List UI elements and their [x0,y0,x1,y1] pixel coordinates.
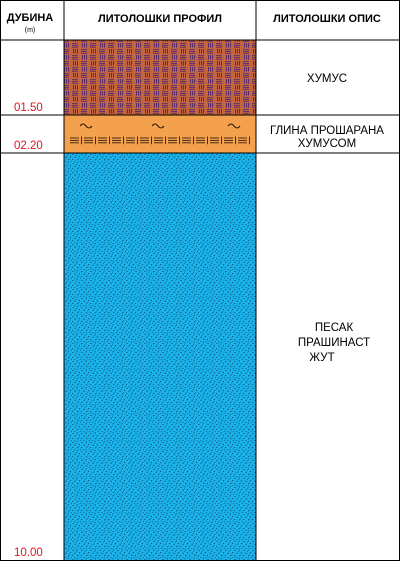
clay-dashes [70,136,250,145]
description-sand-line-1: ПЕСАК [315,322,354,334]
header-row: ДУБИНА (m) ЛИТОЛОШКИ ПРОФИЛ ЛИТОЛОШКИ ОП… [7,12,381,34]
description-sand-line-3: ЖУТ [309,352,334,364]
clay-fill [64,115,256,153]
depth-label-humus: 01.50 [14,102,43,114]
humus-pattern [64,40,256,115]
depth-label-sand: 10.00 [14,547,43,559]
depth-header: ДУБИНА [7,12,54,24]
description-header: ЛИТОЛОШКИ ОПИС [273,13,381,25]
sand-pattern [64,153,256,561]
description-clay-line-1: ГЛИНА ПРОШАРАНА [270,125,384,137]
description-clay-line-2: ХУМУСОМ [298,138,356,150]
description-humus: ХУМУС [307,73,347,85]
clay-layer [64,115,256,153]
humus-layer [64,40,256,115]
sand-layer [64,153,256,561]
depth-unit: (m) [25,27,36,34]
clay-symbols [70,123,250,145]
depth-label-clay: 02.20 [14,140,43,152]
profile-header: ЛИТОЛОШКИ ПРОФИЛ [98,13,222,25]
description-sand-line-2: ПРАШИНАСТ [298,337,370,349]
